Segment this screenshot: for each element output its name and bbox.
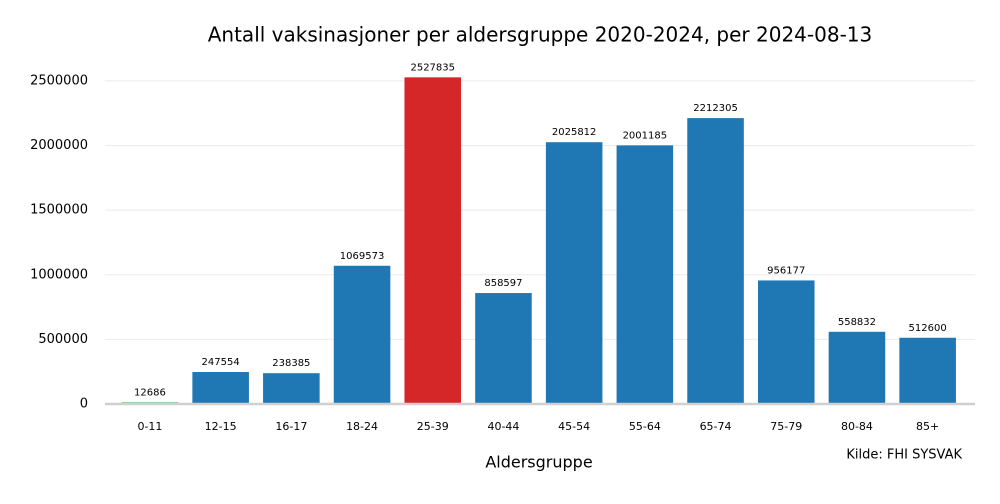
x-tick-label: 25-39 — [417, 420, 449, 433]
bar — [404, 77, 462, 405]
bar — [899, 337, 956, 404]
bar — [192, 372, 249, 404]
value-label: 558832 — [838, 317, 876, 328]
bar — [757, 280, 815, 404]
value-label: 2212305 — [693, 103, 738, 114]
y-tick-label: 0 — [80, 397, 88, 412]
x-tick-label: 55-64 — [629, 420, 661, 433]
y-tick-label: 2000000 — [30, 138, 88, 153]
value-label: 512600 — [909, 323, 947, 334]
x-tick-label: 16-17 — [275, 420, 307, 433]
bar — [616, 145, 674, 405]
x-tick-label: 40-44 — [487, 420, 519, 433]
x-axis-label: Aldersgruppe — [485, 453, 592, 472]
value-label: 956177 — [767, 265, 805, 276]
x-tick-label: 0-11 — [137, 420, 162, 433]
y-tick-label: 500000 — [38, 332, 88, 347]
y-tick-label: 1500000 — [30, 203, 88, 218]
x-tick-label: 12-15 — [205, 420, 237, 433]
x-tick-label: 18-24 — [346, 420, 378, 433]
value-label: 858597 — [484, 278, 522, 289]
bar — [828, 331, 886, 404]
y-tick-label: 2500000 — [30, 73, 88, 88]
x-tick-label: 65-74 — [700, 420, 732, 433]
value-label: 2025812 — [552, 127, 597, 138]
x-tick-label: 45-54 — [558, 420, 590, 433]
bar — [545, 142, 603, 404]
bar — [687, 118, 744, 405]
x-tick-label: 85+ — [916, 420, 939, 433]
value-label: 1069573 — [340, 251, 385, 262]
bar — [333, 265, 391, 404]
source-note: Kilde: FHI SYSVAK — [846, 448, 962, 463]
x-tick-label: 75-79 — [770, 420, 802, 433]
bar — [263, 373, 320, 404]
bar — [475, 293, 532, 404]
y-tick-label: 1000000 — [30, 267, 88, 282]
value-label: 2001185 — [623, 130, 668, 141]
x-tick-label: 80-84 — [841, 420, 873, 433]
value-label: 12686 — [134, 387, 166, 398]
value-label: 247554 — [202, 357, 240, 368]
value-label: 2527835 — [410, 62, 455, 73]
chart-title: Antall vaksinasjoner per aldersgruppe 20… — [208, 23, 873, 47]
value-label: 238385 — [272, 358, 310, 369]
